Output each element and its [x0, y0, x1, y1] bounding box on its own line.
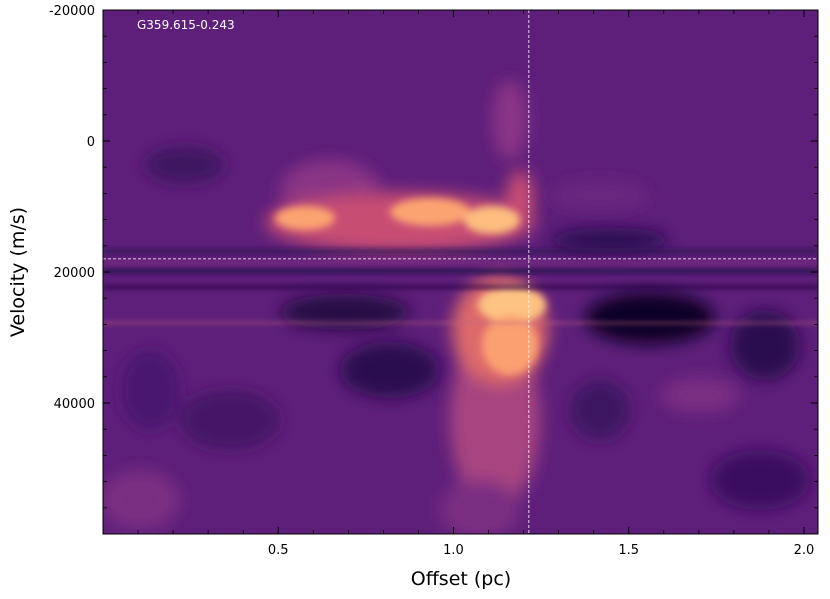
light-band — [103, 321, 818, 325]
hot-blob — [482, 315, 538, 375]
dark-blob — [120, 350, 180, 430]
mid-blob — [103, 470, 180, 530]
mid-blob — [550, 180, 650, 210]
y-tick-label: 20000 — [54, 266, 95, 281]
hot-blob — [390, 198, 470, 226]
light-band — [103, 260, 818, 265]
dark-band — [103, 284, 818, 290]
dark-blob — [730, 310, 800, 380]
heatmap-bands — [103, 248, 818, 325]
dark-band — [103, 268, 818, 274]
dark-blob — [585, 292, 715, 344]
heatmap-hot-regions — [275, 198, 546, 375]
y-tick-label: 40000 — [54, 397, 95, 412]
dark-blob — [570, 380, 630, 440]
hot-blob — [464, 206, 520, 234]
y-axis-label: Velocity (m/s) — [7, 207, 29, 337]
dark-blob — [340, 342, 440, 398]
crosshair — [103, 10, 818, 534]
heatmap-dark-regions — [120, 147, 810, 510]
heatmap-mid-regions — [103, 80, 740, 534]
dark-blob — [710, 450, 810, 510]
y-axis-ticks: -20000 0 20000 40000 — [49, 4, 818, 509]
mid-blob — [660, 377, 740, 413]
annotation-label: G359.615-0.243 — [137, 18, 235, 32]
x-tick-label: 1.0 — [443, 543, 464, 558]
x-tick-label: 1.5 — [618, 543, 639, 558]
x-tick-label: 0.5 — [268, 543, 289, 558]
y-tick-label: -20000 — [49, 4, 95, 19]
dark-band — [103, 248, 818, 255]
dark-blob — [180, 390, 280, 450]
mid-blob — [492, 80, 528, 160]
dark-blob — [550, 228, 670, 252]
x-tick-label: 2.0 — [794, 543, 815, 558]
dark-blob — [145, 147, 225, 183]
hot-blob — [275, 206, 335, 230]
x-axis-label: Offset (pc) — [411, 568, 511, 590]
x-axis-ticks: 0.5 1.0 1.5 2.0 — [137, 10, 815, 558]
mid-blob — [440, 480, 520, 534]
warm-blob — [265, 192, 535, 252]
heatmap-image — [103, 10, 818, 534]
y-tick-label: 0 — [87, 135, 95, 150]
